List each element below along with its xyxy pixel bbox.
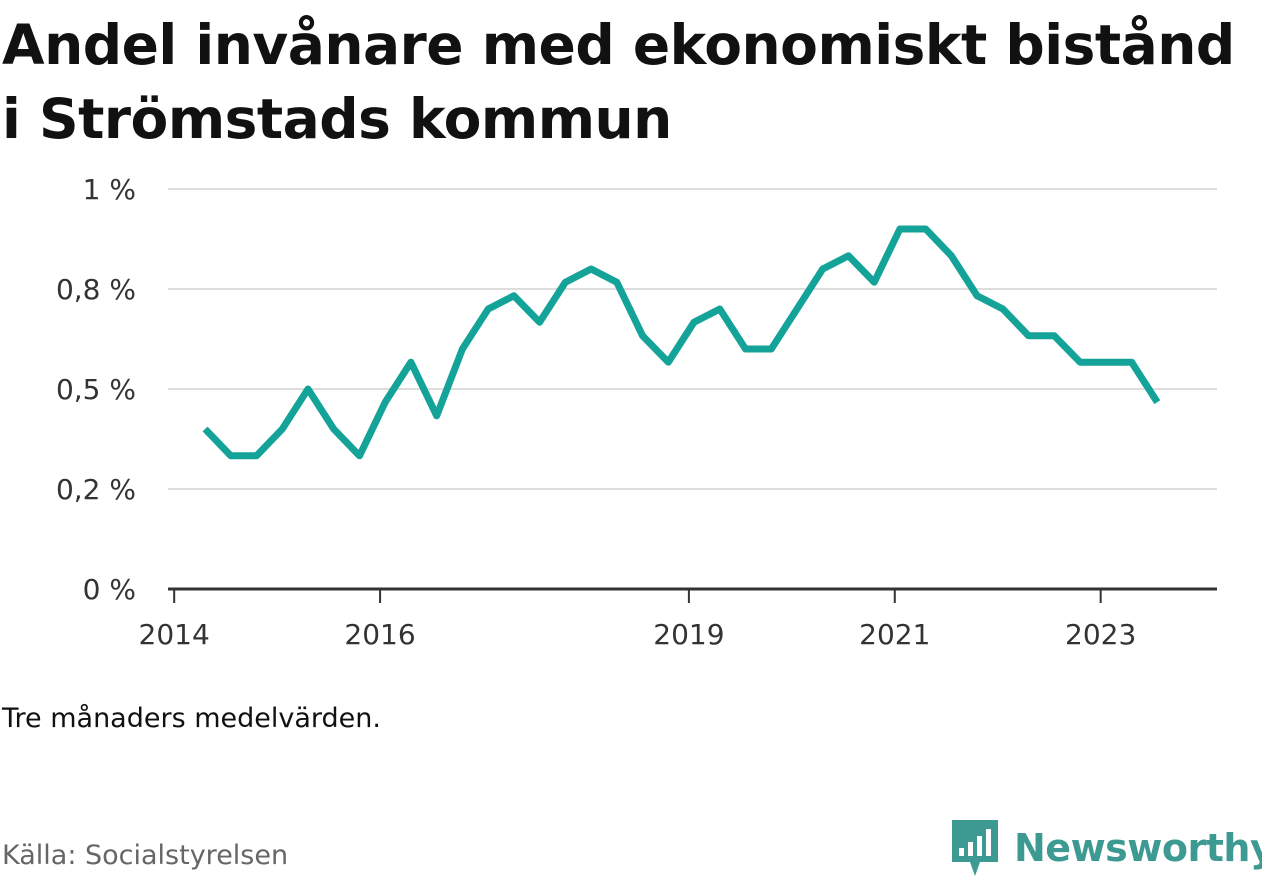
x-tick-label: 2023 [1065, 618, 1136, 651]
x-tick-label: 2021 [859, 618, 930, 651]
y-axis-ticks: 0 % 0,2 % 0,5 % 0,8 % 1 % [56, 173, 136, 606]
source-credit: Källa: Socialstyrelsen [2, 840, 289, 871]
series-layer [202, 225, 1161, 460]
x-tick-label: 2014 [139, 618, 210, 651]
logo-text: Newsworthy [1014, 826, 1262, 870]
series-line [202, 225, 1161, 460]
line-chart: 0 %0,2 %0,5 %0,8 %1 % 2014 2016 2019 2021 20… [56, 173, 1217, 651]
y-tick-label: 0 % [83, 573, 136, 606]
y-tick-label: 0,2 % [56, 473, 136, 506]
newsworthy-logo: Newsworthy [950, 818, 1262, 878]
y-tick-label: 1 % [83, 173, 136, 206]
y-tick-label: 0,8 % [56, 273, 136, 306]
chart-note: Tre månaders medelvärden. [2, 703, 381, 734]
x-tick-label: 2016 [344, 618, 415, 651]
y-tick-label: 0,5 % [56, 373, 136, 406]
x-axis: 2014 2016 2019 2021 2023 [139, 587, 1217, 651]
chart-title: Andel invånare med ekonomiskt bistånd i … [2, 13, 1235, 151]
grid-lines [168, 188, 1217, 490]
newsworthy-logo-icon [952, 820, 998, 876]
x-tick-label: 2019 [653, 618, 724, 651]
